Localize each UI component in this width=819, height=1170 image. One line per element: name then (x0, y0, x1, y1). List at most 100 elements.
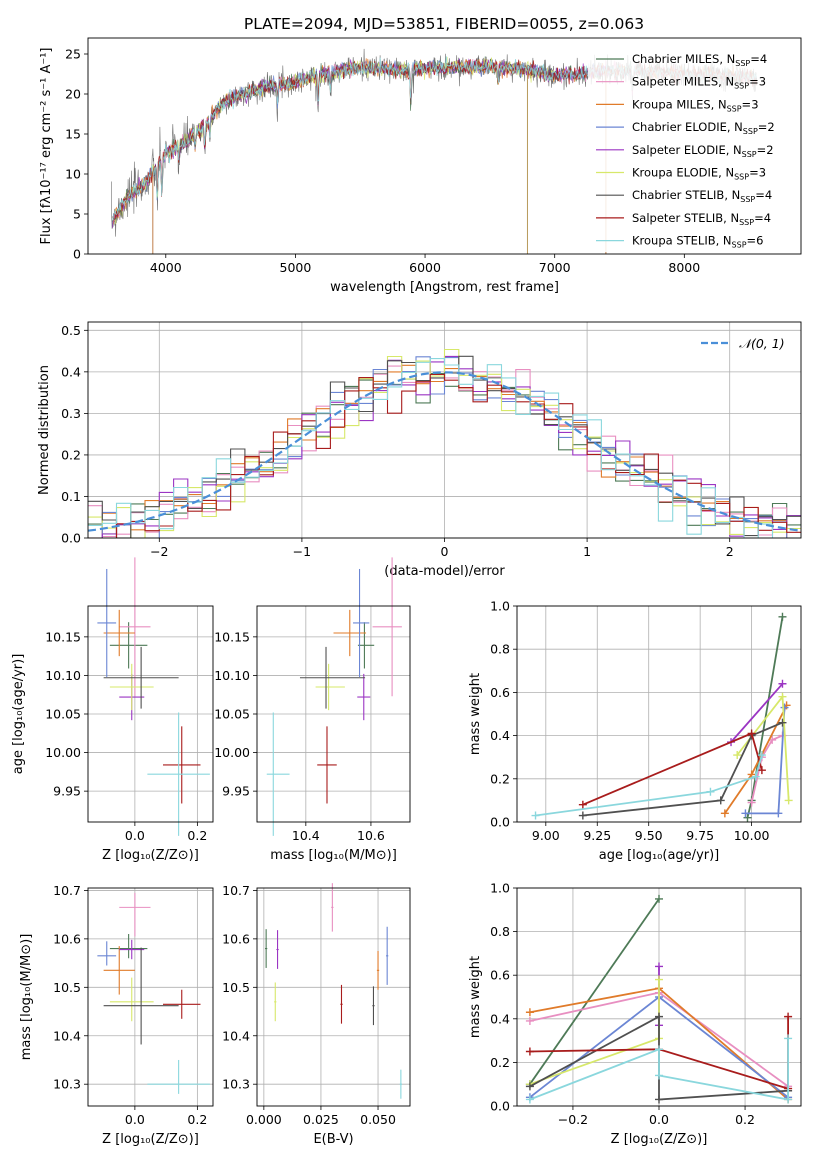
mass-weight-point (655, 894, 663, 903)
gaussian-reference-line (88, 371, 801, 532)
legend-nssp-value: 4 (760, 52, 767, 66)
legend-nssp-prefix: , N (718, 75, 734, 89)
mass-weight-line (535, 754, 763, 817)
legend-entry: Salpeter STELIB, NSSP=4 (632, 211, 771, 227)
spectrum-ytick-label: 15 (65, 127, 81, 142)
legend-nssp-eq: = (755, 188, 765, 202)
mass-weight-vs-age-ytick-label: 1.0 (490, 599, 510, 614)
spectrum-panel: 4000 5000 6000 7000 8000 0 5 10 15 20 25 wavelength… (39, 37, 802, 295)
mass-weight-vs-age-ylabel: mass weight (468, 673, 483, 755)
legend-entry: Chabrier MILES, NSSP=4 (632, 52, 767, 68)
age-vs-Z-ytick-label: 10.15 (45, 629, 81, 644)
legend-nssp-value: 3 (759, 75, 766, 89)
mass-weight-point (525, 1095, 534, 1104)
mass-weight-vs-Z-ytick-label: 0.6 (490, 968, 510, 983)
residuals-ytick-label: 0.2 (61, 447, 81, 462)
mass-weight-point (743, 813, 752, 822)
legend-nssp-value: 3 (759, 166, 766, 180)
age-vs-Z-ytick-label: 9.95 (53, 784, 81, 799)
legend-nssp-eq: = (749, 166, 759, 180)
spectrum-xtick-label: 6000 (409, 260, 441, 275)
residuals-xtick-label: 1 (583, 544, 591, 559)
spectrum-ytick-label: 5 (73, 207, 81, 222)
legend-nssp-subscript: SSP (739, 218, 754, 227)
legend-nssp-eq: = (758, 120, 768, 134)
mass-vs-ebv-ytick-label: 10.3 (222, 1077, 250, 1092)
legend-nssp-prefix: , N (719, 52, 735, 66)
mass-weight-point (784, 1034, 793, 1043)
mass-weight-line (730, 683, 784, 743)
mass-weight-vs-age-ytick-label: 0.4 (490, 728, 510, 743)
residuals-xtick-label: 0 (441, 544, 449, 559)
mass-weight-point (784, 1095, 793, 1104)
mass-vs-Z-plot-area (97, 892, 210, 1094)
mass-weight-point (720, 809, 729, 818)
mass-vs-Z-ytick-label: 10.4 (53, 1028, 81, 1043)
age-vs-mass-panel: 10.4 10.6 9.95 10.00 10.05 10.10 10.15 mass [lo… (214, 557, 411, 863)
legend-nssp-prefix: , N (711, 97, 727, 111)
spectrum-xtick-label: 7000 (539, 260, 571, 275)
mass-vs-Z-ytick-label: 10.7 (53, 883, 81, 898)
legend-entry: Chabrier ELODIE, NSSP=2 (632, 120, 775, 136)
mass-vs-Z-xlabel: Z [log₁₀(Z/Z⊙)] (102, 1132, 199, 1147)
legend-model-name: Chabrier ELODIE (632, 120, 727, 134)
legend-model-name: Salpeter ELODIE (632, 143, 726, 157)
mass-weight-point (716, 796, 725, 805)
age-vs-Z-ytick-label: 10.05 (45, 707, 81, 722)
age-vs-Z-ylabel: age [log₁₀(age/yr)] (11, 654, 26, 775)
residuals-panel: −2 −1 0 1 2 0.0 0.1 0.2 0.3 0.4 0.5 (data-model)/er… (37, 321, 802, 579)
age-vs-mass-ytick-label: 10.05 (214, 707, 250, 722)
legend-nssp-subscript: SSP (734, 82, 749, 91)
residuals-xtick-label: −1 (293, 544, 311, 559)
mass-weight-vs-age-ytick-label: 0.8 (490, 642, 510, 657)
legend-nssp-value: 2 (767, 120, 774, 134)
mass-vs-Z-ytick-label: 10.5 (53, 980, 81, 995)
mass-weight-vs-age-frame (516, 605, 802, 823)
mass-weight-vs-Z-frame (516, 887, 802, 1107)
mass-weight-vs-Z-ytick-label: 0.4 (490, 1011, 510, 1026)
spectrum-ytick-label: 10 (65, 167, 81, 182)
residuals-ytick-label: 0.3 (61, 406, 81, 421)
age-vs-mass-frame (256, 605, 411, 823)
mass-weight-vs-Z-ylabel: mass weight (468, 956, 483, 1038)
spectrum-xtick-label: 8000 (668, 260, 700, 275)
mass-weight-vs-Z-panel: −0.2 0.0 0.2 0.0 0.2 0.4 0.6 0.8 1.0 Z [log₁₀(Z/Z… (468, 881, 802, 1147)
legend-model-name: Chabrier MILES (632, 52, 719, 66)
legend-nssp-value: 3 (751, 97, 758, 111)
mass-weight-line (582, 721, 783, 817)
age-vs-mass-ytick-label: 10.10 (214, 668, 250, 683)
legend-entry: Salpeter MILES, NSSP=3 (632, 75, 766, 91)
mass-weight-point (778, 692, 787, 701)
legend-nssp-subscript: SSP (734, 173, 749, 182)
mass-weight-point (741, 809, 750, 818)
legend-entry: Chabrier STELIB, NSSP=4 (632, 188, 772, 204)
mass-weight-vs-Z-ytick-label: 0.0 (490, 1099, 510, 1114)
mass-weight-point (751, 772, 760, 781)
residuals-frame (87, 321, 802, 539)
residuals-ytick-label: 0.0 (61, 531, 81, 546)
age-vs-Z-ytick-label: 10.10 (45, 668, 81, 683)
mass-weight-point (778, 718, 787, 727)
spectrum-xtick-label: 5000 (280, 260, 312, 275)
mass-weight-vs-age-xlabel: age [log₁₀(age/yr)] (599, 848, 720, 863)
age-vs-mass-ytick-label: 9.95 (222, 784, 250, 799)
mass-vs-ebv-ytick-label: 10.5 (222, 980, 250, 995)
residuals-ylabel: Normed distribution (37, 365, 52, 495)
legend-model-name: Kroupa ELODIE (632, 166, 718, 180)
legend-nssp-subscript: SSP (740, 195, 755, 204)
mass-weight-point (655, 1095, 663, 1104)
age-vs-Z-panel: 0.0 0.2 9.95 10.00 10.05 10.10 10.15 Z [log₁₀(Z… (11, 557, 214, 863)
age-vs-mass-ytick-label: 10.15 (214, 629, 250, 644)
legend-model-name: Kroupa STELIB (632, 234, 716, 248)
legend-nssp-eq: = (742, 97, 752, 111)
legend-nssp-eq: = (757, 143, 767, 157)
legend-entry: Salpeter ELODIE, NSSP=2 (632, 143, 774, 159)
age-vs-mass-xtick-label: 10.6 (357, 828, 385, 843)
mass-vs-Z-ylabel: mass [log₁₀(M/M⊙)] (19, 934, 34, 1061)
spectrum-ytick-label: 25 (65, 47, 81, 62)
mass-weight-point (784, 1012, 793, 1021)
age-vs-mass-xtick-label: 10.4 (292, 828, 320, 843)
mass-vs-ebv-xtick-label: 0.025 (303, 1112, 339, 1127)
mass-weight-vs-age-xtick-label: 9.00 (532, 828, 560, 843)
mass-vs-ebv-xtick-label: 0.050 (360, 1112, 396, 1127)
